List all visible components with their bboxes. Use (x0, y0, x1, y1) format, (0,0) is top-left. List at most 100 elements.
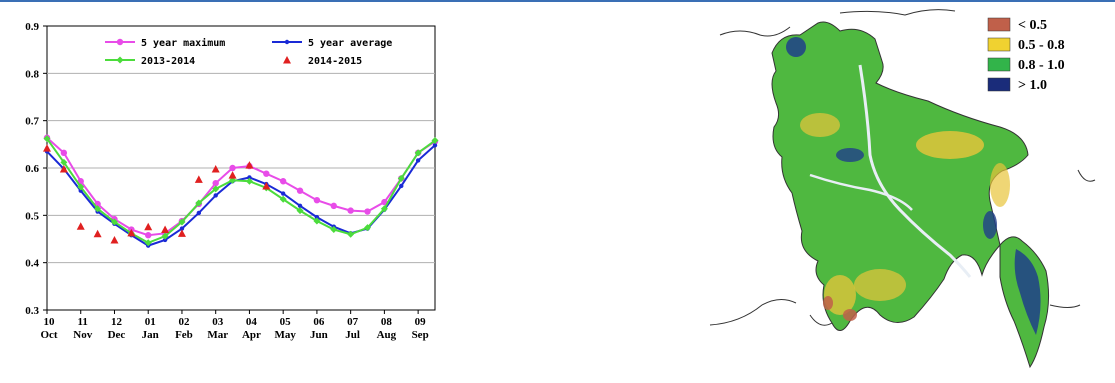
data-point (330, 202, 337, 210)
outline-north-left (719, 26, 791, 37)
map-legend-label: > 1.0 (1018, 78, 1047, 93)
y-tick-label: 0.6 (25, 163, 39, 175)
data-point (212, 185, 220, 193)
data-point (314, 215, 320, 220)
data-point (399, 183, 404, 189)
data-point (177, 229, 186, 237)
y-ticks: 0.3 0.4 0.5 0.6 0.7 0.8 0.9 (25, 21, 47, 317)
series-line (46, 136, 436, 237)
data-point (213, 193, 218, 198)
data-point (364, 208, 371, 215)
outline-north-right (839, 9, 956, 16)
data-point (262, 181, 271, 190)
data-point (297, 203, 303, 209)
legend-item: 2014-2015 (283, 56, 362, 67)
x-tick-month: Sep (412, 329, 429, 341)
legend-swatch-marker (116, 56, 124, 64)
x-tick-number: 08 (381, 316, 393, 328)
vci-line-chart: 0.30.40.50.60.70.80.9 10Oct11Nov12Dec01J… (25, 21, 439, 341)
x-tick-number: 10 (44, 316, 56, 328)
red-patch-southwest (823, 296, 833, 310)
data-point (110, 235, 119, 244)
data-point (247, 175, 252, 180)
data-point (76, 222, 85, 230)
x-tick-month: Aug (377, 329, 397, 341)
data-point (60, 158, 68, 166)
data-point (212, 179, 219, 187)
legend-label: 5 year maximum (141, 37, 225, 49)
x-tick-month: May (274, 329, 296, 341)
red-patch-south (843, 309, 857, 321)
x-tick-month: Apr (242, 329, 261, 341)
data-point (313, 217, 321, 225)
data-point (263, 170, 270, 177)
y-tick-label: 0.4 (25, 258, 39, 270)
data-point (330, 226, 338, 234)
x-tick-number: 11 (78, 316, 88, 328)
outline-west-border (709, 299, 833, 326)
data-point (94, 205, 102, 213)
data-point (432, 143, 438, 148)
data-point (43, 144, 51, 152)
map-legend-item: 0.5 - 0.8 (987, 37, 1065, 53)
data-point (347, 207, 354, 214)
legend-label: 5 year average (308, 38, 392, 49)
data-point (43, 135, 51, 143)
x-tick-number: 01 (145, 316, 156, 328)
x-tick-number: 05 (280, 316, 292, 328)
data-point (127, 228, 136, 237)
x-tick-number: 03 (212, 316, 224, 328)
legend-item: 5 year maximum (105, 37, 225, 49)
legend-item: 2013-2014 (105, 56, 195, 67)
data-point (228, 171, 237, 179)
data-point (178, 218, 186, 226)
data-point (229, 164, 236, 172)
outline-east-border (1049, 169, 1096, 308)
x-tick-number: 12 (111, 316, 123, 328)
map-legend-swatch (987, 57, 1011, 72)
x-tick-month: Dec (108, 329, 126, 341)
data-point (161, 225, 170, 234)
country-green-area (771, 21, 1029, 331)
data-point (279, 178, 287, 185)
dark-patch-central (836, 148, 864, 162)
series-3 (43, 144, 271, 244)
data-point (245, 177, 253, 185)
x-tick-number: 02 (178, 316, 190, 328)
map-legend-item: < 0.5 (987, 17, 1047, 33)
data-point (195, 199, 203, 207)
map-legend-label: < 0.5 (1018, 18, 1047, 33)
map-legend-item: > 1.0 (987, 77, 1047, 93)
map-legend-label: 0.5 - 0.8 (1018, 38, 1065, 53)
x-tick-number: 09 (415, 316, 427, 328)
x-tick-month: Mar (207, 329, 228, 341)
x-tick-number: 04 (246, 316, 258, 328)
data-point (145, 232, 152, 239)
legend-item: 5 year average (272, 38, 392, 49)
data-point (196, 210, 202, 216)
data-point (93, 229, 102, 238)
data-point (431, 137, 439, 145)
x-tick-month: Jan (142, 329, 159, 341)
chart-legend: 5 year maximum 5 year average 2013-2014 201… (105, 37, 392, 67)
data-point (415, 158, 421, 163)
map-legend-swatch (987, 37, 1011, 52)
legend-swatch-marker (283, 56, 291, 64)
map-legend: < 0.5 0.5 - 0.8 0.8 - 1.0 > 1.0 (987, 17, 1065, 93)
data-point (364, 224, 372, 232)
x-tick-number: 06 (313, 316, 325, 328)
data-point (414, 149, 422, 157)
data-point (347, 230, 355, 238)
data-point (211, 164, 220, 173)
data-point (110, 218, 118, 226)
data-point (162, 237, 168, 243)
data-point (280, 191, 286, 196)
x-tick-number: 07 (347, 316, 359, 328)
data-point (245, 161, 254, 169)
data-point (296, 207, 304, 215)
data-point (144, 222, 153, 231)
x-tick-month: Jul (345, 329, 360, 341)
x-tick-month: Jun (310, 329, 328, 341)
yellow-patch-east (990, 163, 1010, 207)
